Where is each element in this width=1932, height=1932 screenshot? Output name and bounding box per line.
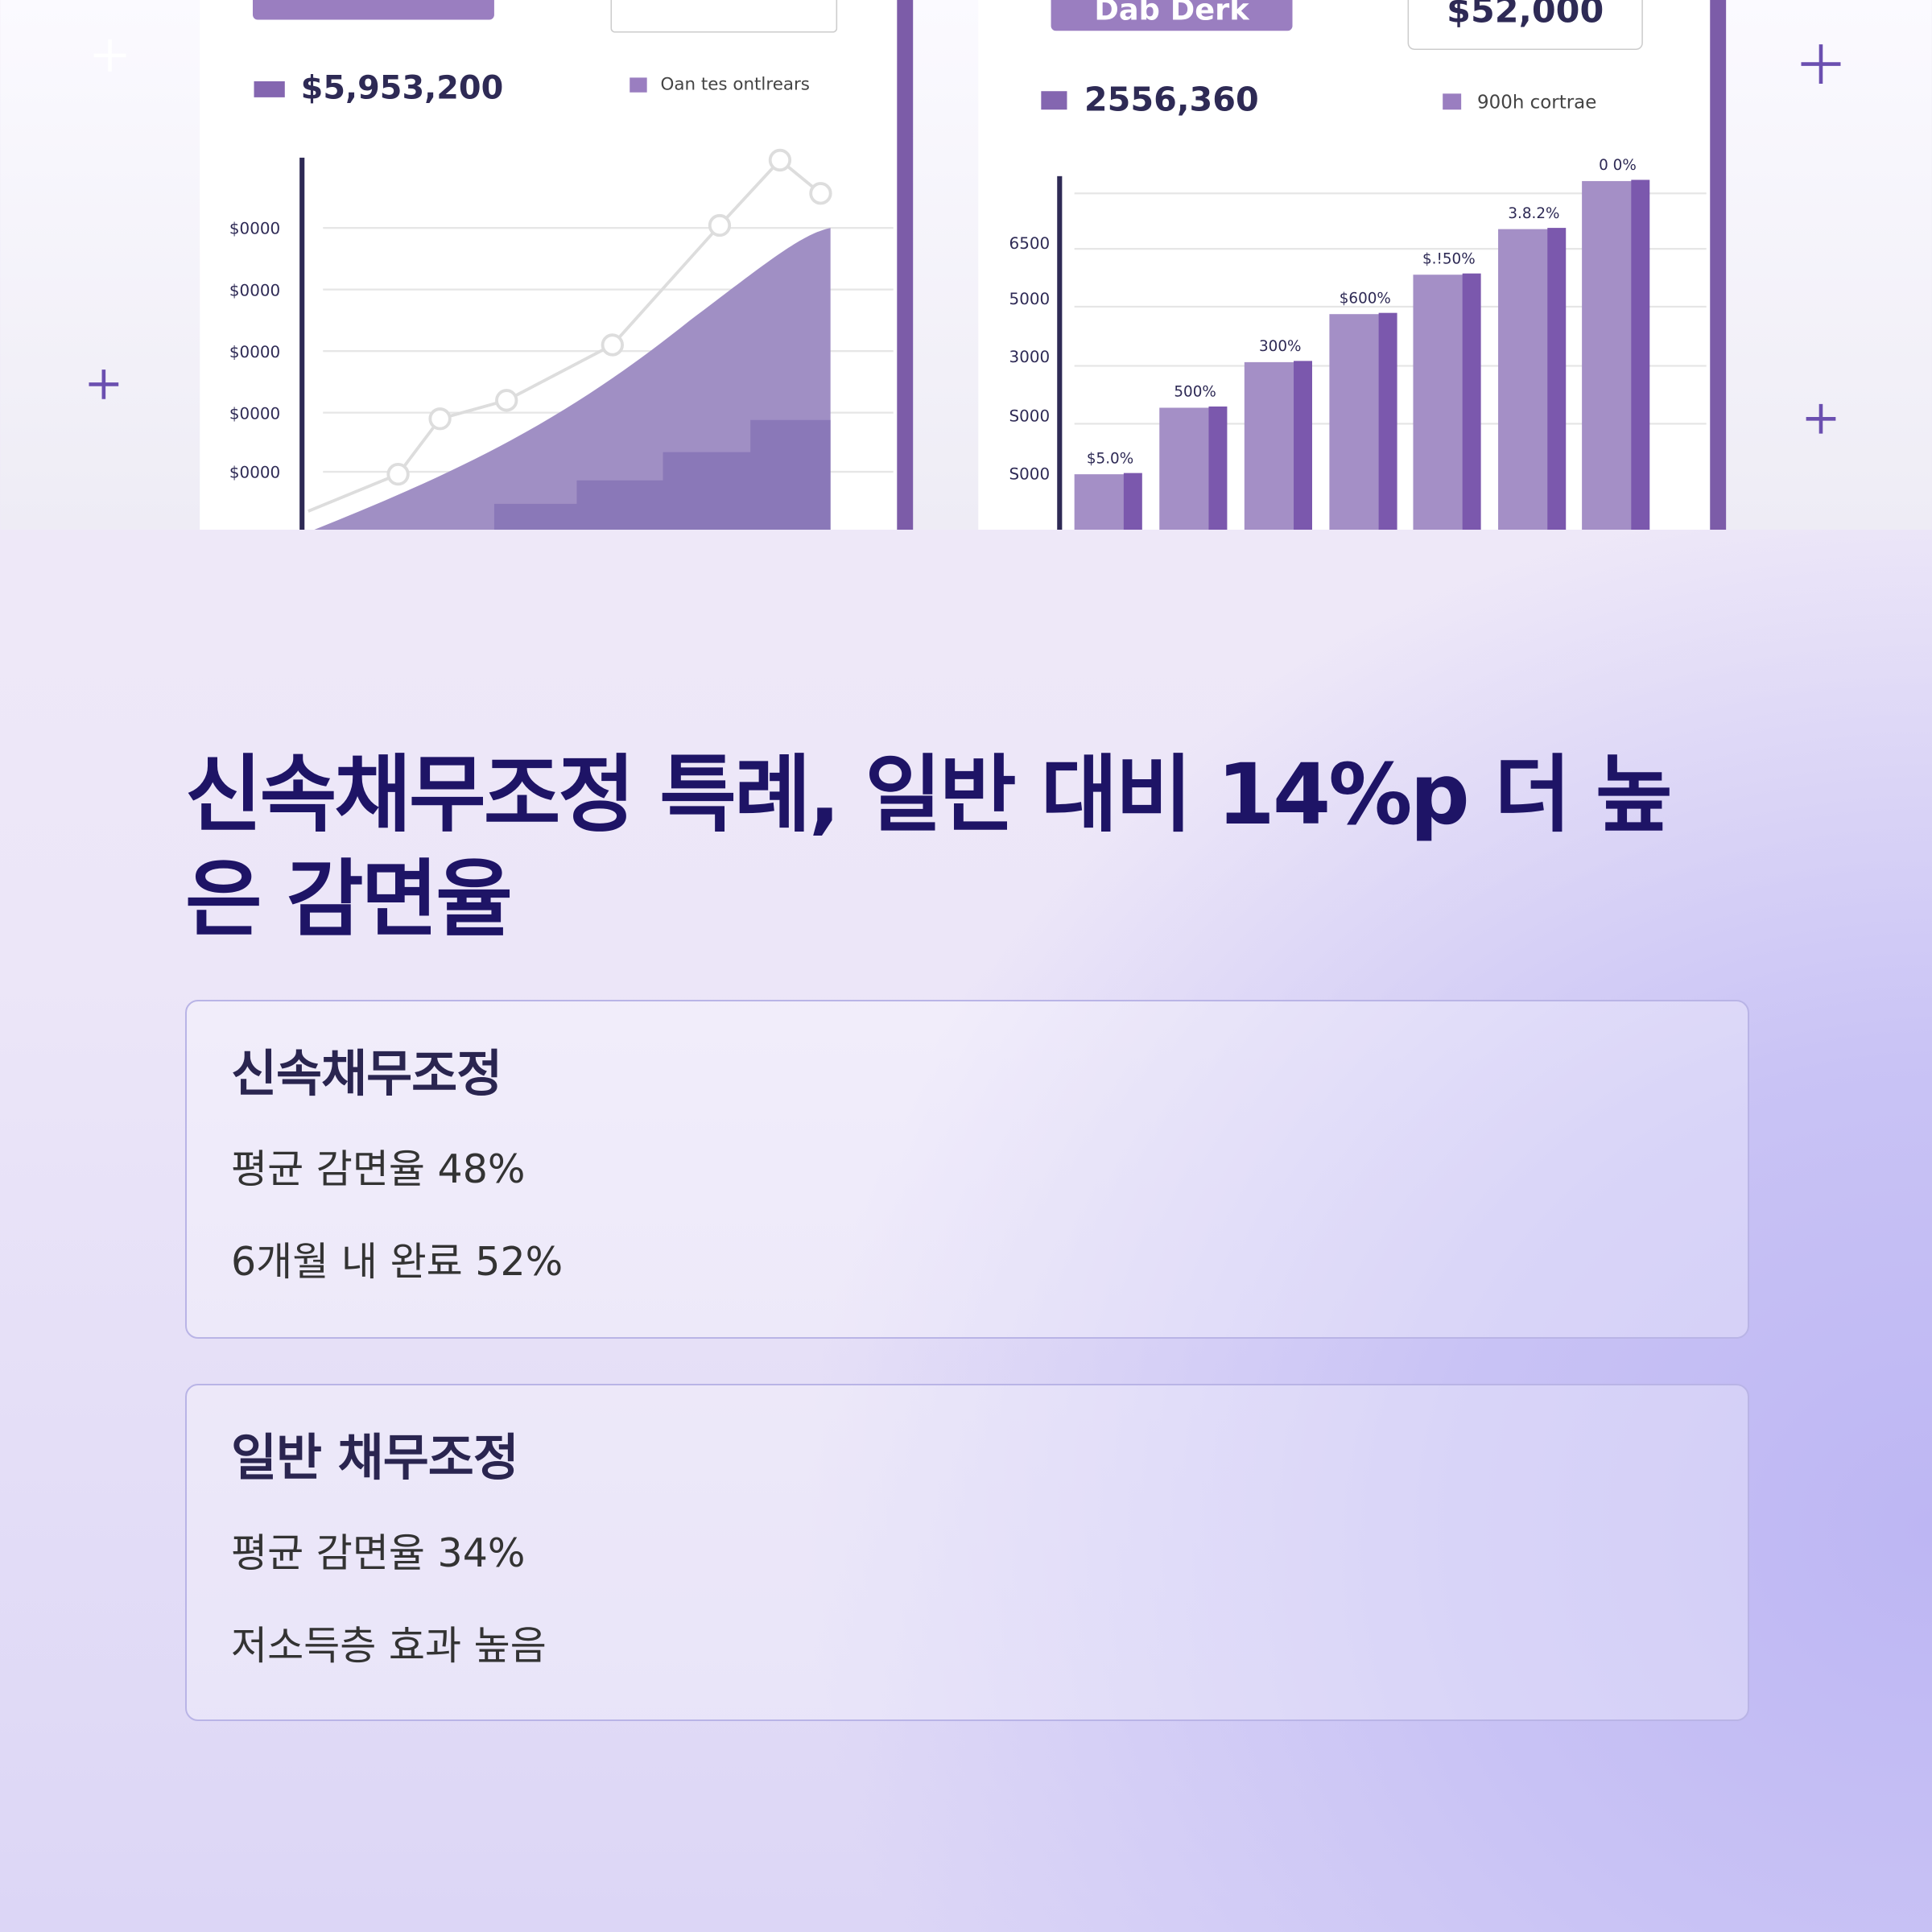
legend-swatch (1443, 93, 1462, 110)
bar-label: 3.8.2% (1508, 205, 1559, 222)
left-axis (299, 157, 305, 530)
bar-dark (1462, 273, 1481, 530)
card-heading: 일반 채무조정 (231, 1428, 519, 1487)
plus-icons (89, 39, 1841, 434)
steps (493, 419, 831, 530)
left-amount: $5,953,200 (301, 69, 504, 106)
bar-dark (1378, 312, 1397, 530)
card-item: 평균 감면율 48% (231, 1146, 526, 1192)
card: 일반 채무조정 평균 감면율 34% 저소득층 효과 높음 (185, 1384, 1749, 1721)
bar-label: 300% (1259, 338, 1302, 355)
bars: $5.0% 500% 300% $600% $.!50% 3.8.2% 0 0% (1074, 157, 1650, 530)
section-title: 신속채무조정 특례, 일반 대비 14%p 더 높은 감면율 (185, 745, 1673, 948)
y-tick-label: 5000 (1009, 290, 1051, 308)
bar-label: $600% (1340, 290, 1391, 307)
bar-light (1074, 474, 1126, 530)
card: 신속채무조정 평균 감면율 48% 6개월 내 완료 52% (185, 1000, 1749, 1339)
bar-light (1159, 407, 1212, 530)
card-item: 평균 감면율 34% (231, 1530, 526, 1576)
bar-dark (1208, 406, 1228, 530)
bar-label: $.!50% (1422, 250, 1476, 267)
left-price-box (610, 0, 838, 33)
right-legend: 900h cortrae (1477, 93, 1596, 114)
bar-dark (1294, 361, 1312, 530)
y-tick-label: $0000 (229, 464, 280, 482)
trend-line (308, 158, 822, 513)
bar-dark (1547, 228, 1567, 530)
bar-label: $5.0% (1087, 450, 1133, 467)
bar-dark (1631, 180, 1650, 530)
bar-light (1498, 229, 1550, 530)
bar-light (1329, 314, 1381, 530)
right-price-box (1407, 0, 1643, 50)
left-badge (252, 0, 494, 20)
right-badge (1051, 0, 1293, 31)
y-tick-label: $0000 (229, 220, 280, 238)
bar-label: 500% (1174, 384, 1216, 401)
y-tick-label: $0000 (229, 281, 280, 299)
bar-light (1582, 180, 1634, 530)
legend-swatch (1041, 91, 1067, 110)
y-tick-label: $0000 (229, 343, 280, 361)
hero-image: $5,953,200 Oan tes ontlrears Dab Derk $5… (0, 0, 1932, 530)
right-amount: 2556,360 (1084, 80, 1259, 119)
card-heading: 신속채무조정 (231, 1044, 502, 1103)
y-tick-label: S000 (1009, 464, 1051, 483)
right-panel-edge (1710, 0, 1727, 530)
y-tick-label: S000 (1009, 407, 1051, 425)
trend-points (386, 148, 832, 486)
right-axis (1057, 175, 1063, 530)
bar-light (1244, 361, 1297, 530)
legend-swatch (254, 80, 285, 97)
card-item: 저소득층 효과 높음 (231, 1623, 547, 1669)
left-panel-edge (897, 0, 914, 530)
card-item: 6개월 내 완료 52% (231, 1239, 564, 1285)
right-badge-text: Dab Derk (1094, 0, 1250, 27)
y-tick-label: 6500 (1009, 234, 1051, 253)
bar-light (1413, 275, 1465, 530)
y-tick-label: 3000 (1009, 348, 1051, 366)
right-price: $52,000 (1447, 0, 1604, 31)
left-legend: Oan tes ontlrears (661, 75, 810, 95)
bar-dark (1123, 473, 1142, 530)
legend-swatch (630, 77, 647, 93)
y-tick-label: $0000 (229, 404, 280, 423)
bar-label: 0 0% (1599, 157, 1637, 174)
